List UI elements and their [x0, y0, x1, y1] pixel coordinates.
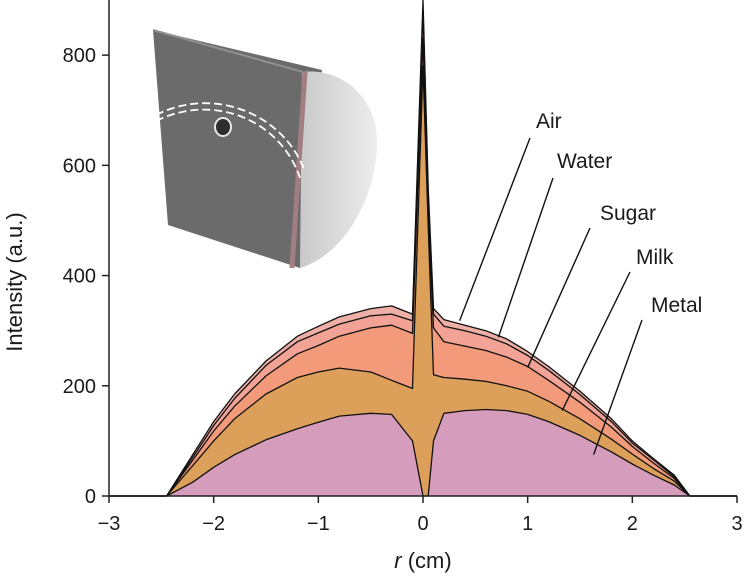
area-metal — [109, 409, 737, 496]
x-tick-label: −1 — [307, 513, 330, 535]
x-tick-label: −3 — [98, 513, 121, 535]
y-tick-label: 400 — [63, 266, 96, 288]
x-tick-label: 1 — [522, 513, 533, 535]
x-tick-label: 0 — [417, 513, 428, 535]
leader-line-metal — [592, 319, 643, 455]
series-labels: Air Water Sugar Milk Metal — [458, 110, 702, 455]
line-metal — [109, 408, 737, 497]
phantom-curved-face — [300, 71, 378, 269]
dashed-path-2 — [155, 108, 301, 179]
y-axis-title: Intensity (a.u.) — [2, 212, 27, 351]
phantom-inset — [152, 29, 378, 269]
phantom-front-face — [153, 30, 322, 268]
series-label-air: Air — [536, 110, 562, 133]
x-axis-variable: r — [394, 548, 403, 573]
dashed-path-1 — [155, 102, 306, 173]
y-tick-label: 600 — [63, 155, 96, 177]
leader-line-water — [497, 177, 554, 338]
leader-line-milk — [561, 271, 631, 411]
y-tick-label: 800 — [63, 45, 96, 67]
series-label-milk: Milk — [636, 246, 674, 269]
series-areas — [109, 0, 737, 496]
y-ticks: 0 200 400 600 800 — [63, 45, 109, 508]
x-axis-unit: (cm) — [402, 548, 452, 573]
x-tick-label: 2 — [627, 513, 638, 535]
x-axis-title: r (cm) — [394, 548, 451, 573]
leader-line-sugar — [527, 227, 591, 368]
leader-line-air — [458, 137, 531, 321]
area-milk — [109, 66, 737, 496]
x-tick-label: 3 — [731, 513, 742, 535]
phantom-edge — [289, 71, 308, 269]
x-tick-label: −2 — [202, 513, 225, 535]
line-sugar — [109, 37, 737, 497]
series-label-water: Water — [557, 150, 612, 173]
y-tick-label: 200 — [63, 376, 96, 398]
hole-icon — [214, 117, 232, 137]
series-label-sugar: Sugar — [600, 202, 656, 225]
line-milk — [109, 65, 737, 497]
x-ticks: −3 −2 −1 0 1 2 3 — [98, 496, 743, 535]
phantom-top-edge — [152, 29, 304, 73]
series-lines — [109, 0, 737, 497]
y-tick-label: 0 — [85, 486, 96, 508]
series-label-metal: Metal — [651, 294, 702, 317]
